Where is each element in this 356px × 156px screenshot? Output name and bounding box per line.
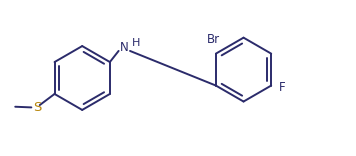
Text: Br: Br: [206, 33, 220, 46]
Text: N: N: [120, 41, 129, 54]
Text: F: F: [279, 81, 285, 94]
Text: H: H: [132, 38, 140, 48]
Text: S: S: [33, 101, 41, 114]
